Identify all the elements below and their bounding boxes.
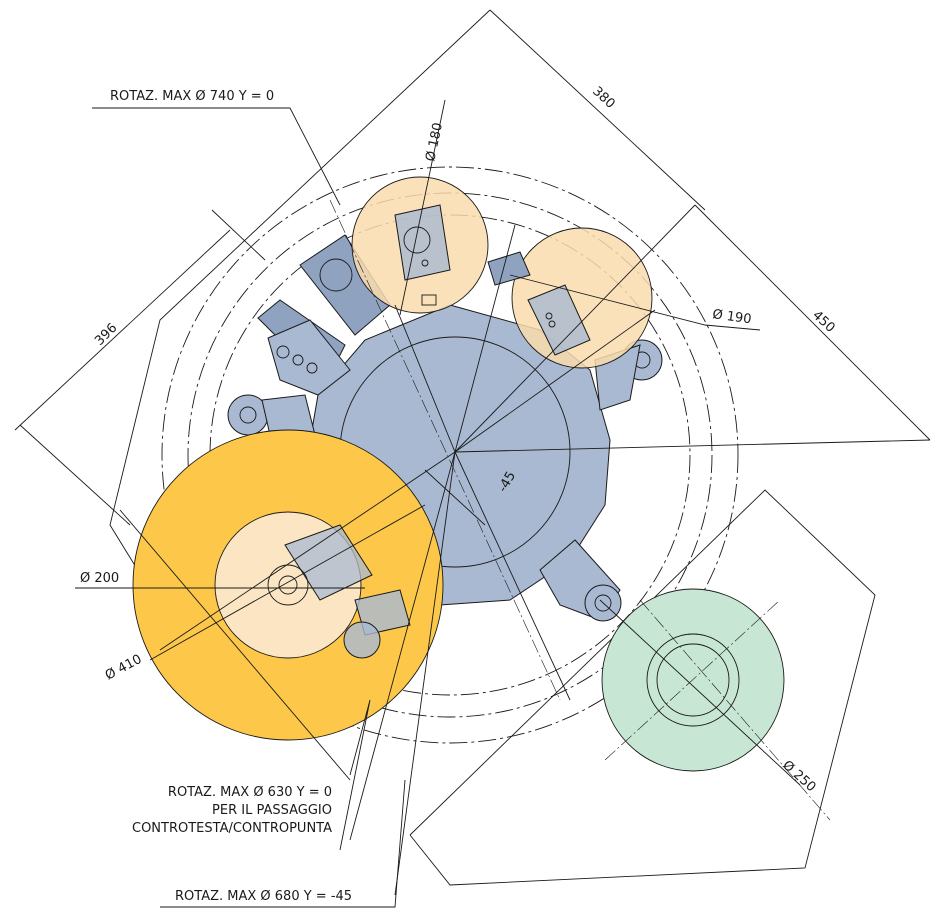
leader-rot-630 [339,699,371,851]
dim-text-d200: Ø 200 [80,571,119,586]
radius-line-g [394,451,456,896]
dim-line-380 [454,204,696,453]
label-rot-740: ROTAZ. MAX Ø 740 Y = 0 [110,89,274,104]
radius-line-e [454,224,516,453]
label-rot-630-line2: PER IL PASSAGGIO [212,803,332,818]
label-rot-630-line3: CONTROTESTA/CONTROPUNTA [132,821,332,836]
label-rot-630-line1: ROTAZ. MAX Ø 630 Y = 0 [168,785,332,800]
dim-text-450: 450 [809,308,837,336]
dim-text-d180: Ø 180 [423,121,446,162]
rotation-circle-740 [161,166,739,744]
dim-text-d250: Ø 250 [779,758,818,795]
leader-rot-740 [92,107,341,206]
spindle-zone-d250 [601,588,785,772]
tool-station-left-upper [257,299,351,396]
tool-station-left-clamp [227,394,316,436]
dim-line-380-ext [489,9,706,211]
radius-line-d [454,451,571,701]
leader-rot-630-b [119,509,351,781]
rotation-circle-630 [209,214,691,696]
radius-line-a [394,304,456,453]
dim-text-d410: Ø 410 [103,652,145,684]
tool-zone-d180 [351,176,489,314]
dim-line-396-ext1 [211,209,266,261]
leader-d410 [149,504,426,661]
dim-line-396-ext2 [19,424,131,526]
radius-line-c [159,451,456,651]
leader-rot-680 [160,779,406,908]
centerline-b [604,599,781,761]
leader-d190 [509,274,761,331]
dim-text-396: 396 [92,321,120,349]
dim-line-396 [14,229,231,431]
dim-text-380: 380 [589,84,617,112]
dim-text-d190: Ø 190 [711,307,752,327]
tool-zone-d190 [487,227,653,369]
radius-line-f [349,451,456,841]
radius-line-b [454,309,656,453]
centerline-a [329,199,561,701]
dim-line-450 [454,439,931,453]
angle-line [424,469,486,526]
tailstock-zone-outline [409,489,876,886]
dim-line-d180 [399,99,446,316]
tool-zone-d410 [132,429,444,741]
dim-line-450-ext [694,204,931,441]
dim-line-d250 [599,599,801,786]
label-rot-680: ROTAZ. MAX Ø 680 Y = -45 [175,889,352,904]
